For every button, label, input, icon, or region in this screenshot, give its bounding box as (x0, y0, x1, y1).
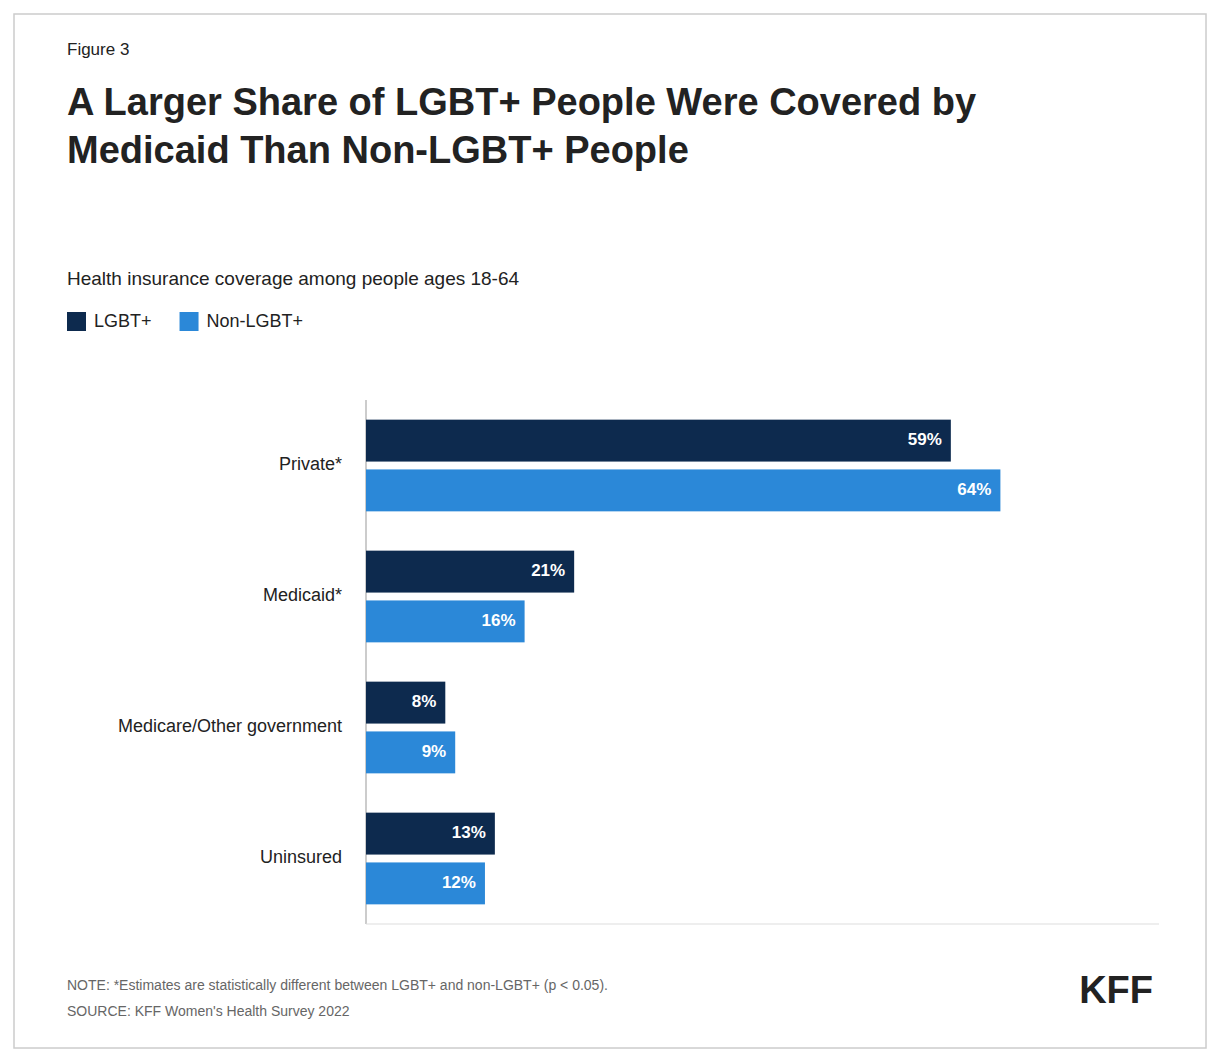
border (14, 14, 1206, 1048)
x-axis-line (366, 924, 1159, 925)
data-label: 59% (908, 430, 942, 449)
chart: Figure 3 A Larger Share of LGBT+ People W… (0, 0, 1220, 1062)
category-label: Uninsured (260, 847, 342, 867)
bar (366, 600, 525, 642)
data-labels: 59% 64% 21% 16% 8% 9% 13% 12% (412, 430, 992, 892)
bar (366, 551, 574, 593)
data-label: 9% (422, 742, 447, 761)
data-label: 64% (957, 480, 991, 499)
category-label: Medicare/Other government (118, 716, 342, 736)
title-line: Medicaid Than Non-LGBT+ People (67, 129, 689, 171)
title: A Larger Share of LGBT+ People Were Cove… (67, 81, 976, 171)
category-label: Private* (279, 454, 342, 474)
data-label: 16% (482, 611, 516, 630)
data-label: 13% (452, 823, 486, 842)
legend-swatch (180, 312, 199, 331)
title-line: A Larger Share of LGBT+ People Were Cove… (67, 81, 976, 123)
legend-swatch (67, 312, 86, 331)
legend: LGBT+ Non-LGBT+ (67, 311, 303, 331)
bar (366, 731, 455, 773)
bar (366, 469, 1000, 511)
data-label: 8% (412, 692, 437, 711)
data-label: 12% (442, 873, 476, 892)
source: SOURCE: KFF Women's Health Survey 2022 (67, 1003, 350, 1019)
background (0, 0, 1220, 1062)
figure-label: Figure 3 (67, 40, 129, 59)
bar (366, 862, 485, 904)
subtitle: Health insurance coverage among people a… (67, 268, 520, 289)
legend-label: LGBT+ (94, 311, 152, 331)
data-label: 21% (531, 561, 565, 580)
bars (366, 420, 1000, 905)
note: NOTE: *Estimates are statistically diffe… (67, 977, 608, 993)
bar (366, 813, 495, 855)
legend-label: Non-LGBT+ (207, 311, 304, 331)
logo: KFF (1079, 969, 1153, 1011)
bar (366, 682, 445, 724)
category-label: Medicaid* (263, 585, 342, 605)
bar (366, 420, 951, 462)
